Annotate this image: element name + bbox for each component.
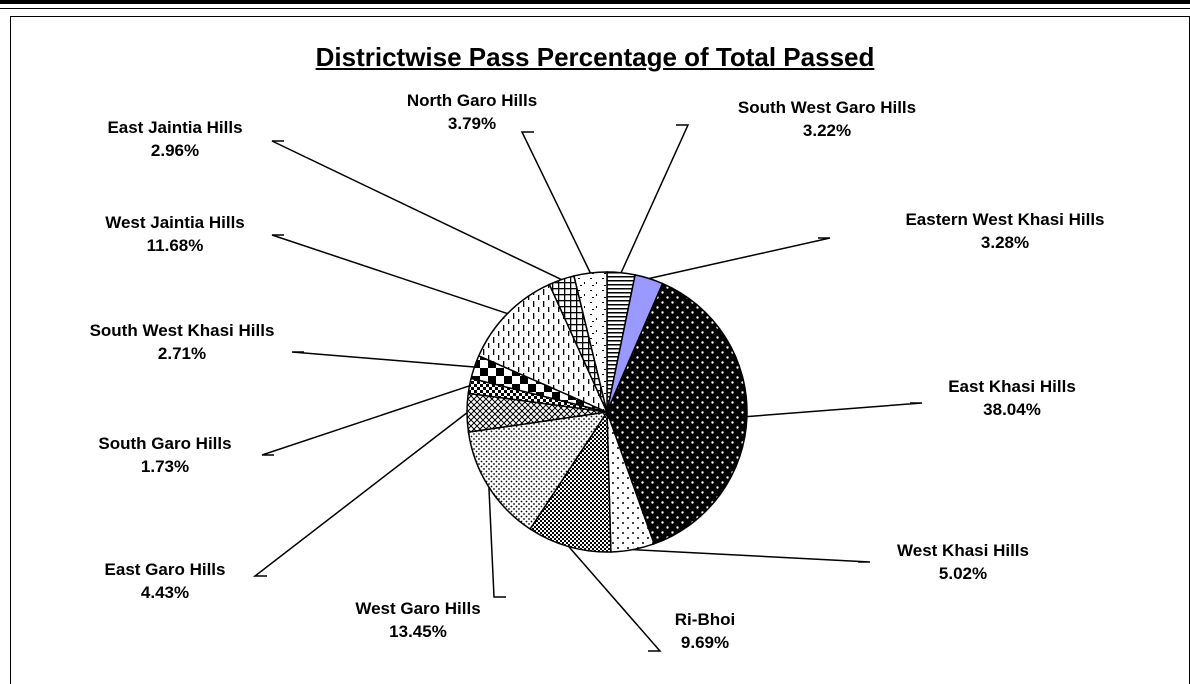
slice-name-label: South West Garo Hills [738,98,916,117]
slice-name-label: South Garo Hills [98,434,231,453]
slice-name-label: South West Khasi Hills [90,321,275,340]
top-rule [0,0,1190,4]
slice-name-label: East Garo Hills [105,560,226,579]
leader-line-8 [291,351,475,368]
slice-value-label: 38.04% [983,400,1041,419]
leader-line-9 [271,234,508,315]
slice-name-label: East Khasi Hills [948,377,1076,396]
slice-value-label: 9.69% [681,633,729,652]
slice-value-label: 1.73% [141,457,189,476]
leader-line-0 [620,124,690,274]
leader-line-2 [746,402,923,418]
leader-line-4 [568,546,662,652]
slice-name-label: North Garo Hills [407,91,537,110]
slice-name-label: Ri-Bhoi [675,610,735,629]
slice-name-label: East Jaintia Hills [107,118,242,137]
slice-value-label: 3.79% [448,114,496,133]
slice-name-label: West Jaintia Hills [105,213,245,232]
slice-value-label: 4.43% [141,583,189,602]
slice-value-label: 5.02% [939,564,987,583]
leader-line-1 [648,237,831,280]
leader-line-6 [252,412,468,577]
slice-name-label: West Khasi Hills [897,541,1029,560]
pie-slice-9 [477,283,609,414]
pie-slice-11 [573,271,608,413]
leader-line-3 [632,548,871,563]
chart-title: Districtwise Pass Percentage of Total Pa… [315,42,875,72]
slice-value-label: 3.28% [981,233,1029,252]
slice-value-label: 11.68% [147,236,204,255]
slice-name-label: West Garo Hills [355,599,480,618]
leader-line-10 [271,140,562,281]
leader-line-11 [520,131,592,274]
slice-name-label: Eastern West Khasi Hills [905,210,1104,229]
slice-value-label: 13.45% [389,622,447,641]
leader-line-7 [261,385,470,456]
top-rule-thin [0,8,1190,9]
slice-value-label: 2.96% [151,141,199,160]
leader-line-5 [488,487,506,598]
pie-slice-5 [467,411,609,531]
slice-value-label: 3.22% [803,121,851,140]
pie-slice-4 [529,409,612,553]
slice-value-label: 2.71% [158,344,206,363]
